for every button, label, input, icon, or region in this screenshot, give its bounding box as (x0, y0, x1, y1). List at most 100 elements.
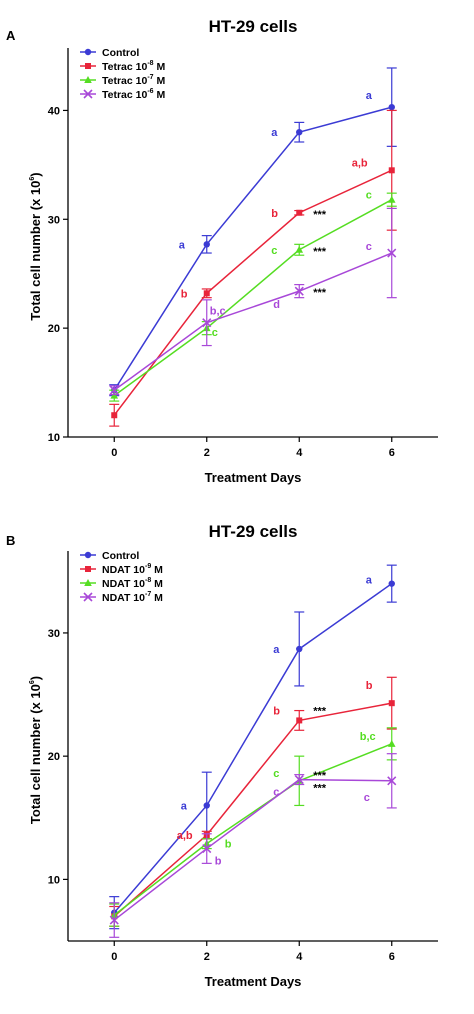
series-line (113, 778, 392, 921)
legend-marker (85, 566, 91, 572)
legend-item: NDAT 10-9 M (80, 563, 163, 576)
x-axis-label: Treatment Days (205, 974, 302, 989)
legend-label: Tetrac 10-7 M (102, 74, 165, 87)
significance-letter: a,b (352, 157, 368, 169)
data-point (111, 412, 118, 419)
data-point (388, 103, 395, 111)
significance-letter: a (181, 800, 188, 812)
significance-stars: *** (313, 770, 327, 782)
significance-letter: a,b (177, 830, 193, 842)
marker-stroke (109, 915, 119, 925)
legend-item: NDAT 10-7 M (80, 591, 163, 604)
data-point (294, 775, 304, 785)
series-0 (109, 67, 397, 397)
data-point (109, 385, 119, 395)
marker-stroke (202, 844, 212, 854)
significance-letter: b (366, 680, 373, 692)
marker-stroke (387, 248, 397, 258)
x-tick-label: 4 (296, 447, 303, 459)
significance-letter: c (273, 787, 279, 799)
legend-marker (83, 89, 93, 99)
significance-letter: c (366, 241, 372, 253)
series-line (113, 169, 393, 416)
legend-label: Control (102, 550, 139, 562)
series-line (113, 199, 393, 397)
marker-stroke (83, 89, 93, 99)
significance-letter: b (225, 839, 232, 851)
significance-stars: *** (313, 287, 327, 299)
marker-stroke (387, 776, 397, 786)
legend-marker (84, 579, 92, 586)
significance-letter: a (179, 239, 186, 251)
panel-letter: B (6, 533, 15, 548)
series-1 (109, 109, 397, 427)
legend-item: Tetrac 10-6 M (80, 88, 165, 101)
legend-marker (84, 48, 92, 56)
significance-stars: *** (313, 705, 327, 717)
significance-letter: b,c (210, 306, 226, 318)
x-tick-label: 0 (111, 951, 117, 963)
significance-letter: a (271, 127, 278, 139)
marker-stroke (294, 775, 304, 785)
marker-stroke (109, 385, 119, 395)
y-tick-label: 10 (48, 874, 60, 886)
significance-letter: a (273, 644, 280, 656)
data-point (388, 167, 395, 174)
significance-letter: a (366, 575, 373, 587)
data-point (294, 286, 304, 296)
y-tick-label: 30 (48, 214, 60, 226)
legend-label: Tetrac 10-6 M (102, 88, 165, 101)
significance-stars: *** (313, 246, 327, 258)
series-3 (109, 207, 397, 396)
significance-letter: c (271, 245, 277, 257)
data-point (387, 739, 396, 747)
series-2 (109, 192, 397, 402)
significance-letter: b (271, 208, 278, 220)
significance-letter: d (273, 299, 280, 311)
significance-letter: b (215, 856, 222, 868)
chart-title: HT-29 cells (209, 17, 298, 36)
legend-label: Control (102, 47, 139, 59)
significance-letter: b (273, 705, 280, 717)
legend-marker (84, 551, 92, 559)
legend-item: Control (80, 550, 139, 562)
y-tick-label: 40 (48, 105, 60, 117)
data-point (387, 248, 397, 258)
significance-stars: *** (313, 783, 327, 795)
marker-stroke (83, 592, 93, 602)
series-3 (109, 753, 397, 938)
legend-marker (83, 592, 93, 602)
chart-panel-b: B HT-29 cells 10 20 30 0 2 4 6 Treatment Days Tota… (6, 522, 438, 989)
x-tick-label: 2 (204, 447, 210, 459)
data-point (387, 195, 396, 203)
series-line (113, 583, 393, 914)
data-point (203, 241, 210, 248)
y-tick-label: 20 (48, 323, 60, 335)
y-axis-label: Total cell number (x 106) (28, 676, 43, 824)
x-tick-label: 4 (296, 951, 303, 963)
data-point (202, 318, 212, 328)
data-point (296, 717, 303, 724)
x-axis-label: Treatment Days (205, 470, 302, 485)
legend-item: Tetrac 10-8 M (80, 60, 165, 73)
legend-marker (84, 76, 92, 83)
series-2 (109, 727, 397, 927)
data-point (388, 580, 395, 587)
significance-letter: b (181, 288, 188, 300)
x-tick-label: 6 (389, 447, 395, 459)
significance-letter: a (366, 90, 373, 102)
legend-label: NDAT 10-8 M (102, 577, 163, 590)
significance-letter: b,c (360, 731, 376, 743)
y-tick-label: 10 (48, 432, 60, 444)
series-line (113, 702, 392, 917)
marker-stroke (202, 318, 212, 328)
x-tick-label: 0 (111, 447, 117, 459)
series-1 (109, 676, 397, 927)
legend-label: Tetrac 10-8 M (102, 60, 165, 73)
data-point (203, 290, 210, 297)
data-point (295, 245, 304, 253)
series-0 (109, 564, 397, 930)
